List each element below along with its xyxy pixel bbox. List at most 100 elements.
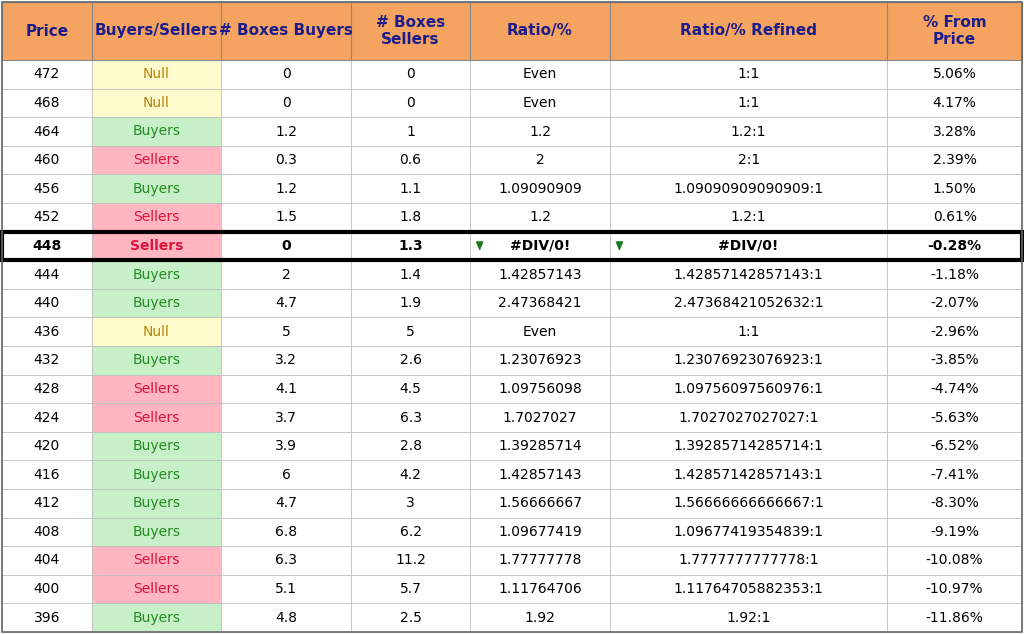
Bar [2, 60, 92, 89]
Bar [2, 231, 92, 260]
Text: 420: 420 [34, 439, 60, 453]
Bar [2, 517, 92, 547]
Bar [2, 432, 92, 460]
Text: Sellers: Sellers [130, 239, 183, 253]
Bar [888, 2, 1022, 60]
Text: 1.11764705882353:1: 1.11764705882353:1 [674, 582, 823, 596]
Text: 1.09677419354839:1: 1.09677419354839:1 [674, 525, 823, 539]
Bar [92, 318, 221, 346]
Bar [351, 260, 470, 289]
Bar [92, 346, 221, 375]
Bar [2, 289, 92, 318]
Text: -3.85%: -3.85% [931, 353, 979, 367]
Bar [470, 460, 610, 489]
Text: Ratio/%: Ratio/% [507, 23, 573, 39]
Bar [888, 375, 1022, 403]
Text: 1.23076923: 1.23076923 [499, 353, 582, 367]
Text: 1.9: 1.9 [399, 296, 422, 310]
Text: 2.39%: 2.39% [933, 153, 977, 167]
Text: 460: 460 [34, 153, 60, 167]
Text: 428: 428 [34, 382, 60, 396]
Bar [351, 460, 470, 489]
Bar [2, 575, 92, 604]
Text: 3.28%: 3.28% [933, 124, 977, 138]
Bar [351, 89, 470, 117]
Text: 6: 6 [282, 468, 291, 482]
Bar [610, 432, 888, 460]
Bar [470, 60, 610, 89]
Bar [221, 604, 351, 632]
Bar [92, 403, 221, 432]
Bar [470, 89, 610, 117]
Text: 2.8: 2.8 [399, 439, 422, 453]
Text: Price: Price [26, 23, 69, 39]
Bar [351, 117, 470, 146]
Text: 1.2: 1.2 [275, 182, 297, 196]
Bar [470, 203, 610, 231]
Text: Even: Even [523, 67, 557, 81]
Text: 0.3: 0.3 [275, 153, 297, 167]
Bar [351, 604, 470, 632]
Bar [92, 460, 221, 489]
Bar [221, 575, 351, 604]
Text: 1.92: 1.92 [524, 611, 555, 624]
Bar [470, 289, 610, 318]
Bar [470, 432, 610, 460]
Text: Buyers: Buyers [132, 182, 180, 196]
Text: 1.09677419: 1.09677419 [498, 525, 582, 539]
Text: Even: Even [523, 325, 557, 339]
Bar [470, 547, 610, 575]
Text: 3.2: 3.2 [275, 353, 297, 367]
Bar [888, 403, 1022, 432]
Bar [888, 289, 1022, 318]
Text: 1.42857143: 1.42857143 [499, 468, 582, 482]
Bar [351, 346, 470, 375]
Text: 4.8: 4.8 [275, 611, 297, 624]
Text: 448: 448 [32, 239, 61, 253]
Text: 3: 3 [407, 496, 415, 510]
Text: 1.3: 1.3 [398, 239, 423, 253]
Text: #DIV/0!: #DIV/0! [719, 239, 779, 253]
Bar [888, 432, 1022, 460]
Bar [92, 203, 221, 231]
Text: Buyers: Buyers [132, 611, 180, 624]
Bar [610, 174, 888, 203]
Bar [351, 60, 470, 89]
Text: 4.1: 4.1 [275, 382, 297, 396]
Bar [221, 460, 351, 489]
Text: 1:1: 1:1 [737, 325, 760, 339]
Text: 1:1: 1:1 [737, 67, 760, 81]
Text: 416: 416 [34, 468, 60, 482]
Text: 408: 408 [34, 525, 60, 539]
Bar [888, 60, 1022, 89]
Bar [351, 517, 470, 547]
Bar [610, 60, 888, 89]
Bar [221, 318, 351, 346]
Polygon shape [615, 242, 623, 250]
Text: 3.9: 3.9 [275, 439, 297, 453]
Text: 1.09090909: 1.09090909 [498, 182, 582, 196]
Text: Buyers: Buyers [132, 268, 180, 281]
Text: 5: 5 [282, 325, 291, 339]
Bar [470, 231, 610, 260]
Bar [351, 231, 470, 260]
Bar [470, 346, 610, 375]
Bar [221, 432, 351, 460]
Text: -1.18%: -1.18% [930, 268, 979, 281]
Bar [92, 174, 221, 203]
Text: Buyers/Sellers: Buyers/Sellers [95, 23, 218, 39]
Bar [351, 146, 470, 174]
Bar [2, 146, 92, 174]
Text: 0.6: 0.6 [399, 153, 422, 167]
Text: 1.92:1: 1.92:1 [726, 611, 771, 624]
Bar [2, 260, 92, 289]
Text: -2.07%: -2.07% [931, 296, 979, 310]
Bar [92, 547, 221, 575]
Text: 6.2: 6.2 [399, 525, 422, 539]
Text: 444: 444 [34, 268, 60, 281]
Bar [610, 2, 888, 60]
Bar [888, 517, 1022, 547]
Text: -10.97%: -10.97% [926, 582, 983, 596]
Text: 1.2:1: 1.2:1 [731, 124, 766, 138]
Text: 452: 452 [34, 210, 60, 224]
